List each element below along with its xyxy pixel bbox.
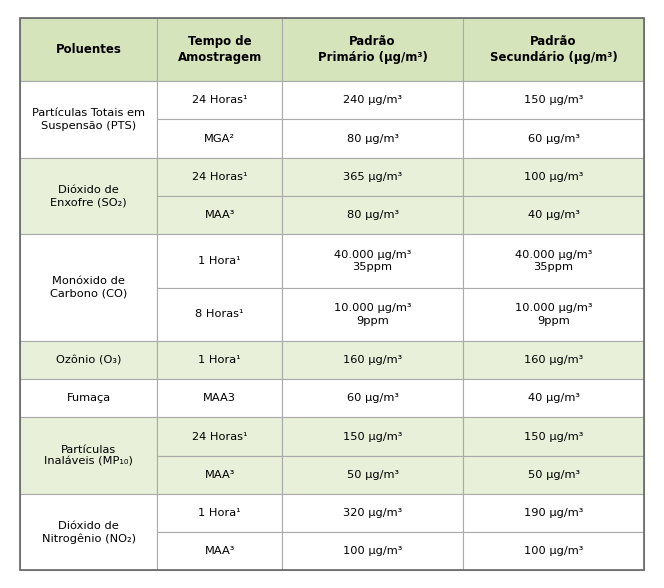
Bar xyxy=(463,494,644,532)
Text: 50 µg/m³: 50 µg/m³ xyxy=(527,470,580,480)
Bar xyxy=(463,341,644,379)
Text: 1 Hora¹: 1 Hora¹ xyxy=(199,355,241,365)
Text: Monóxido de
Carbono (CO): Monóxido de Carbono (CO) xyxy=(50,276,127,299)
Text: 160 µg/m³: 160 µg/m³ xyxy=(343,355,402,365)
Text: 190 µg/m³: 190 µg/m³ xyxy=(524,508,583,518)
Text: MAA³: MAA³ xyxy=(205,210,235,220)
Text: 150 µg/m³: 150 µg/m³ xyxy=(524,95,583,105)
Text: 365 µg/m³: 365 µg/m³ xyxy=(343,172,402,182)
Bar xyxy=(282,196,463,234)
Bar xyxy=(463,288,644,341)
Bar xyxy=(463,81,644,119)
Bar xyxy=(20,234,157,341)
Text: Partículas Totais em
Suspensão (PTS): Partículas Totais em Suspensão (PTS) xyxy=(32,108,145,131)
Text: MAA³: MAA³ xyxy=(205,470,235,480)
Bar xyxy=(157,341,282,379)
Bar xyxy=(157,81,282,119)
Bar xyxy=(20,417,157,494)
Bar xyxy=(157,379,282,417)
Bar xyxy=(463,532,644,570)
Text: Ozônio (O₃): Ozônio (O₃) xyxy=(56,355,122,365)
Bar xyxy=(463,417,644,456)
Text: 1 Hora¹: 1 Hora¹ xyxy=(199,256,241,266)
Bar xyxy=(157,119,282,158)
Text: 50 µg/m³: 50 µg/m³ xyxy=(347,470,398,480)
Text: 40.000 µg/m³
35ppm: 40.000 µg/m³ 35ppm xyxy=(334,250,411,272)
Text: 10.000 µg/m³
9ppm: 10.000 µg/m³ 9ppm xyxy=(334,303,411,326)
Text: 40.000 µg/m³
35ppm: 40.000 µg/m³ 35ppm xyxy=(515,250,592,272)
Text: Tempo de
Amostragem: Tempo de Amostragem xyxy=(177,35,262,64)
Text: MGA²: MGA² xyxy=(204,133,235,143)
Bar xyxy=(282,341,463,379)
Text: 60 µg/m³: 60 µg/m³ xyxy=(347,393,398,403)
Text: 240 µg/m³: 240 µg/m³ xyxy=(343,95,402,105)
Text: 8 Horas¹: 8 Horas¹ xyxy=(195,309,244,319)
Text: 24 Horas¹: 24 Horas¹ xyxy=(192,432,248,442)
Bar xyxy=(282,81,463,119)
Text: Padrão
Primário (µg/m³): Padrão Primário (µg/m³) xyxy=(317,35,428,64)
Bar xyxy=(282,532,463,570)
Text: 80 µg/m³: 80 µg/m³ xyxy=(347,133,398,143)
Bar xyxy=(157,196,282,234)
Bar xyxy=(282,158,463,196)
Bar xyxy=(463,234,644,288)
Bar xyxy=(20,81,157,158)
Text: 24 Horas¹: 24 Horas¹ xyxy=(192,172,248,182)
Bar xyxy=(157,18,282,81)
Bar xyxy=(157,532,282,570)
Text: 1 Hora¹: 1 Hora¹ xyxy=(199,508,241,518)
Bar xyxy=(282,456,463,494)
Text: MAA3: MAA3 xyxy=(203,393,236,403)
Text: Dióxido de
Nitrogênio (NO₂): Dióxido de Nitrogênio (NO₂) xyxy=(42,520,135,544)
Bar xyxy=(157,494,282,532)
Bar xyxy=(282,379,463,417)
Bar xyxy=(282,288,463,341)
Bar xyxy=(282,417,463,456)
Bar xyxy=(20,341,157,379)
Text: 150 µg/m³: 150 µg/m³ xyxy=(343,432,402,442)
Bar xyxy=(282,494,463,532)
Bar xyxy=(157,288,282,341)
Text: 40 µg/m³: 40 µg/m³ xyxy=(528,210,580,220)
Text: 150 µg/m³: 150 µg/m³ xyxy=(524,432,583,442)
Bar xyxy=(463,18,644,81)
Text: Partículas
Inaláveis (MP₁₀): Partículas Inaláveis (MP₁₀) xyxy=(44,445,133,467)
Bar xyxy=(282,234,463,288)
Text: 60 µg/m³: 60 µg/m³ xyxy=(528,133,580,143)
Text: Padrão
Secundário (µg/m³): Padrão Secundário (µg/m³) xyxy=(490,35,618,64)
Text: 80 µg/m³: 80 µg/m³ xyxy=(347,210,398,220)
Bar xyxy=(463,196,644,234)
Text: Dióxido de
Enxofre (SO₂): Dióxido de Enxofre (SO₂) xyxy=(50,185,127,207)
Bar xyxy=(20,494,157,570)
Bar xyxy=(157,417,282,456)
Bar xyxy=(157,456,282,494)
Bar xyxy=(20,18,157,81)
Bar xyxy=(463,456,644,494)
Text: MAA³: MAA³ xyxy=(205,546,235,556)
Text: Fumaça: Fumaça xyxy=(66,393,111,403)
Bar xyxy=(20,158,157,234)
Bar xyxy=(282,18,463,81)
Text: 100 µg/m³: 100 µg/m³ xyxy=(524,546,583,556)
Text: 40 µg/m³: 40 µg/m³ xyxy=(528,393,580,403)
Bar xyxy=(157,158,282,196)
Text: Poluentes: Poluentes xyxy=(56,43,122,56)
Bar xyxy=(20,379,157,417)
Bar xyxy=(463,379,644,417)
Bar xyxy=(463,119,644,158)
Text: 320 µg/m³: 320 µg/m³ xyxy=(343,508,402,518)
Text: 100 µg/m³: 100 µg/m³ xyxy=(524,172,583,182)
Bar xyxy=(282,119,463,158)
Text: 24 Horas¹: 24 Horas¹ xyxy=(192,95,248,105)
Bar xyxy=(157,234,282,288)
Text: 160 µg/m³: 160 µg/m³ xyxy=(524,355,583,365)
Text: 10.000 µg/m³
9ppm: 10.000 µg/m³ 9ppm xyxy=(515,303,592,326)
Bar xyxy=(463,158,644,196)
Text: 100 µg/m³: 100 µg/m³ xyxy=(343,546,402,556)
